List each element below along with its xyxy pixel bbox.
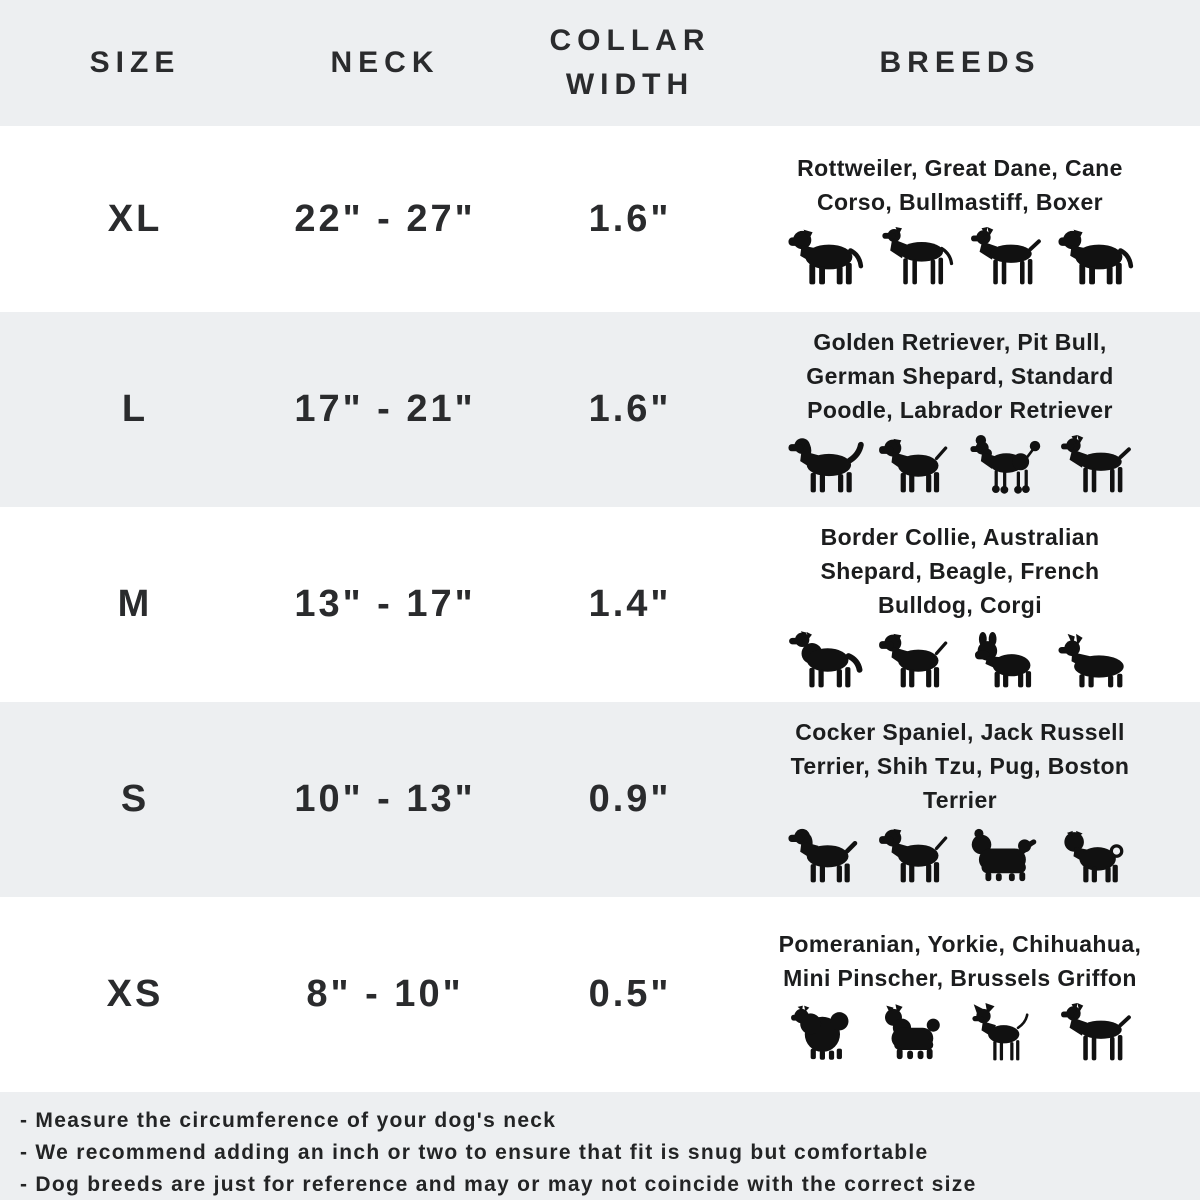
- collar-width-value: 1.6": [588, 388, 672, 430]
- column-header-collar-width: COLLAR WIDTH: [549, 24, 711, 101]
- french-bulldog-icon: [965, 630, 1045, 690]
- breeds-list: Pomeranian, Yorkie, Chihuahua, Mini Pins…: [778, 930, 1142, 991]
- breeds-cell: Cocker Spaniel, Jack Russell Terrier, Sh…: [760, 702, 1200, 897]
- breeds-list: Golden Retriever, Pit Bull, German Shepa…: [806, 328, 1114, 423]
- dog-silhouettes: [785, 825, 1135, 885]
- yorkie-icon: [875, 1003, 955, 1063]
- cocker-spaniel-icon: [785, 825, 865, 885]
- neck-value: 8" - 10": [306, 973, 464, 1015]
- breeds-cell: Border Collie, Australian Shepard, Beagl…: [760, 507, 1200, 702]
- neck-value: 22" - 27": [294, 197, 476, 240]
- footer-notes: - Measure the circumference of your dog'…: [0, 1092, 1200, 1200]
- rottweiler-icon: [785, 227, 865, 287]
- jack-russell-terrier-icon: [875, 825, 955, 885]
- neck-value: 10" - 13": [294, 778, 476, 820]
- size-value: L: [121, 388, 149, 430]
- standard-poodle-icon: [965, 435, 1045, 495]
- pomeranian-icon: [785, 1003, 865, 1063]
- neck-value: 13" - 17": [294, 583, 476, 625]
- size-value: M: [117, 583, 153, 625]
- table-row-m: M 13" - 17" 1.4" Border Collie, Australi…: [0, 507, 1200, 702]
- pit-bull-icon: [875, 435, 955, 495]
- column-header-size: SIZE: [89, 46, 181, 79]
- table-row-l: L 17" - 21" 1.6" Golden Retriever, Pit B…: [0, 312, 1200, 507]
- size-value: XS: [106, 973, 164, 1015]
- size-value: XL: [107, 197, 163, 240]
- border-collie-icon: [785, 630, 865, 690]
- table-header-row: SIZE NECK COLLAR WIDTH BREEDS: [0, 0, 1200, 126]
- golden-retriever-icon: [785, 435, 865, 495]
- collar-width-value: 0.9": [588, 778, 672, 820]
- breeds-list: Border Collie, Australian Shepard, Beagl…: [820, 523, 1100, 618]
- australian-shepard-icon: [875, 630, 955, 690]
- note-line: - We recommend adding an inch or two to …: [20, 1141, 929, 1164]
- neck-value: 17" - 21": [294, 388, 476, 430]
- dog-silhouettes: [785, 1003, 1135, 1063]
- breeds-cell: Rottweiler, Great Dane, Cane Corso, Bull…: [760, 126, 1200, 312]
- dog-silhouettes: [785, 435, 1135, 495]
- column-header-neck: NECK: [330, 46, 440, 79]
- pug-icon: [1055, 825, 1135, 885]
- shih-tzu-icon: [965, 825, 1045, 885]
- breeds-list: Cocker Spaniel, Jack Russell Terrier, Sh…: [790, 718, 1130, 813]
- breeds-list: Rottweiler, Great Dane, Cane Corso, Bull…: [797, 155, 1123, 215]
- note-line: - Dog breeds are just for reference and …: [20, 1173, 977, 1196]
- corgi-icon: [1055, 630, 1135, 690]
- table-row-s: S 10" - 13" 0.9" Cocker Spaniel, Jack Ru…: [0, 702, 1200, 897]
- collar-width-value: 1.4": [588, 583, 672, 625]
- collar-width-value: 0.5": [588, 973, 672, 1015]
- great-dane-icon: [875, 227, 955, 287]
- collar-width-value: 1.6": [588, 197, 672, 240]
- dog-silhouettes: [785, 630, 1135, 690]
- german-shepard-icon: [1055, 435, 1135, 495]
- size-value: S: [120, 778, 150, 820]
- breeds-cell: Golden Retriever, Pit Bull, German Shepa…: [760, 312, 1200, 507]
- cane-corso-icon: [965, 227, 1045, 287]
- breeds-cell: Pomeranian, Yorkie, Chihuahua, Mini Pins…: [760, 897, 1200, 1092]
- mini-pinscher-icon: [1055, 1003, 1135, 1063]
- table-row-xs: XS 8" - 10" 0.5" Pomeranian, Yorkie, Chi…: [0, 897, 1200, 1092]
- note-line: - Measure the circumference of your dog'…: [20, 1109, 557, 1132]
- chihuahua-icon: [965, 1003, 1045, 1063]
- dog-silhouettes: [785, 227, 1135, 287]
- column-header-breeds: BREEDS: [879, 46, 1041, 79]
- table-row-xl: XL 22" - 27" 1.6" Rottweiler, Great Dane…: [0, 126, 1200, 312]
- bullmastiff-icon: [1055, 227, 1135, 287]
